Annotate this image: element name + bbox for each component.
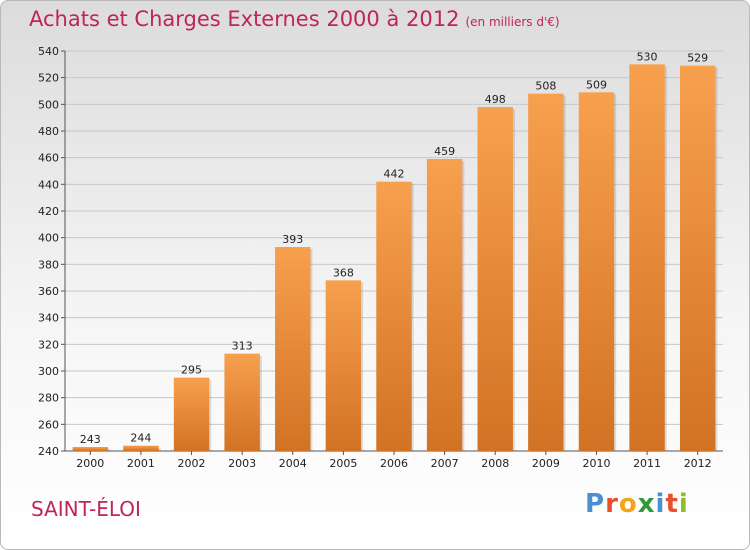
x-tick-label: 2007 bbox=[431, 457, 459, 470]
x-tick-label: 2000 bbox=[76, 457, 104, 470]
bar bbox=[528, 93, 564, 452]
y-tick-label: 480 bbox=[38, 125, 59, 138]
proxiti-logo: Proxiti bbox=[585, 489, 689, 519]
y-tick-label: 380 bbox=[38, 258, 59, 271]
x-tick-label: 2004 bbox=[279, 457, 307, 470]
bar bbox=[275, 247, 311, 451]
logo-letter: i bbox=[678, 489, 689, 519]
y-tick-label: 260 bbox=[38, 418, 59, 431]
bar bbox=[679, 65, 716, 452]
y-tick-label: 460 bbox=[38, 152, 59, 165]
bar bbox=[629, 64, 665, 452]
bar bbox=[477, 107, 513, 451]
y-tick-label: 240 bbox=[38, 445, 59, 458]
x-tick-label: 2008 bbox=[481, 457, 509, 470]
bar bbox=[123, 445, 159, 451]
data-label: 498 bbox=[485, 93, 506, 106]
y-tick-label: 320 bbox=[38, 338, 59, 351]
bar bbox=[426, 159, 463, 451]
bar bbox=[173, 377, 210, 451]
data-label: 442 bbox=[384, 168, 405, 181]
bar bbox=[224, 353, 260, 451]
data-label: 508 bbox=[535, 80, 556, 93]
bar bbox=[325, 280, 362, 451]
commune-name: SAINT-ÉLOI bbox=[31, 497, 141, 521]
logo-letter: i bbox=[655, 489, 666, 519]
y-tick-label: 540 bbox=[38, 45, 59, 58]
data-label: 243 bbox=[80, 433, 101, 446]
chart-title-text: Achats et Charges Externes 2000 à 2012 bbox=[29, 7, 460, 31]
x-tick-label: 2003 bbox=[228, 457, 256, 470]
x-tick-label: 2009 bbox=[532, 457, 560, 470]
x-tick-label: 2012 bbox=[684, 457, 712, 470]
y-tick-label: 300 bbox=[38, 365, 59, 378]
y-tick-label: 360 bbox=[38, 285, 59, 298]
data-label: 459 bbox=[434, 145, 455, 158]
logo-letter: r bbox=[605, 489, 619, 519]
data-label: 530 bbox=[637, 50, 658, 63]
y-tick-label: 420 bbox=[38, 205, 59, 218]
data-label: 529 bbox=[687, 52, 708, 65]
x-tick-label: 2011 bbox=[633, 457, 661, 470]
y-tick-label: 400 bbox=[38, 232, 59, 245]
y-tick-label: 520 bbox=[38, 72, 59, 85]
logo-letter: P bbox=[585, 489, 606, 519]
bar bbox=[376, 181, 412, 451]
y-tick-label: 440 bbox=[38, 178, 59, 191]
logo-letter: o bbox=[618, 489, 638, 519]
chart-title: Achats et Charges Externes 2000 à 2012 (e… bbox=[29, 7, 560, 31]
x-tick-label: 2005 bbox=[329, 457, 357, 470]
bar bbox=[72, 447, 109, 451]
chart-subtitle: (en milliers d'€) bbox=[465, 15, 560, 29]
y-tick-label: 340 bbox=[38, 312, 59, 325]
x-tick-label: 2002 bbox=[178, 457, 206, 470]
y-tick-label: 280 bbox=[38, 392, 59, 405]
x-tick-label: 2006 bbox=[380, 457, 408, 470]
logo-letter: x bbox=[637, 489, 656, 519]
bar bbox=[578, 92, 615, 451]
data-label: 368 bbox=[333, 266, 354, 279]
data-label: 313 bbox=[232, 340, 253, 353]
y-tick-label: 500 bbox=[38, 98, 59, 111]
data-label: 244 bbox=[130, 432, 151, 445]
data-label: 509 bbox=[586, 78, 607, 91]
logo-letter: t bbox=[665, 489, 679, 519]
data-label: 295 bbox=[181, 364, 202, 377]
data-label: 393 bbox=[282, 233, 303, 246]
x-tick-label: 2010 bbox=[582, 457, 610, 470]
x-tick-label: 2001 bbox=[127, 457, 155, 470]
